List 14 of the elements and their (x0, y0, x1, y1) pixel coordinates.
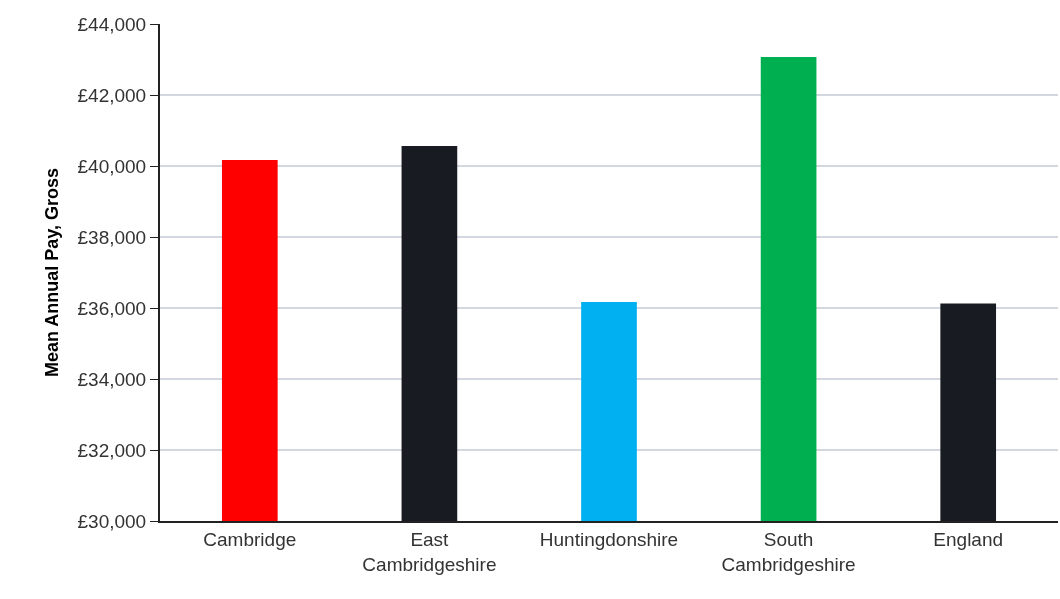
y-tick-label: £32,000 (77, 439, 147, 461)
y-tick-label: £30,000 (77, 510, 147, 532)
y-tick-label: £40,000 (77, 155, 147, 177)
x-tick-label: East Cambridgeshire (362, 528, 497, 575)
x-tick-label: Huntingdonshire (539, 528, 679, 550)
x-tick-label: England (933, 528, 1004, 550)
y-tick-label: £34,000 (77, 368, 147, 390)
y-axis-title: Mean Annual Pay, Gross (42, 167, 63, 378)
y-tick-label: £36,000 (77, 297, 147, 319)
x-tick-label: South Cambridgeshire (721, 528, 856, 575)
y-tick-label: £42,000 (77, 84, 147, 106)
x-tick-label: Cambridge (203, 528, 297, 550)
y-tick-label: £38,000 (77, 226, 147, 248)
y-tick-label: £44,000 (77, 13, 147, 35)
